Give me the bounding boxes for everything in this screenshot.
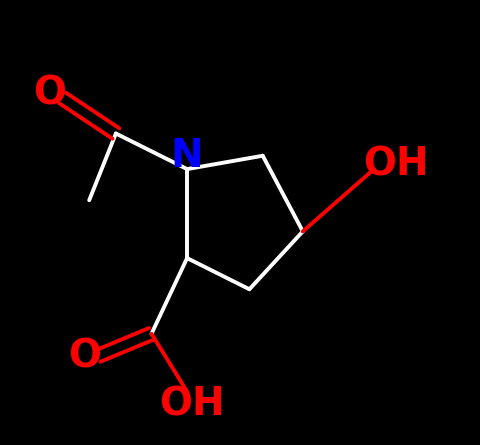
Text: O: O <box>33 74 65 113</box>
Text: OH: OH <box>158 386 224 424</box>
Text: N: N <box>170 137 203 175</box>
Text: O: O <box>68 337 101 375</box>
Text: OH: OH <box>363 146 428 184</box>
